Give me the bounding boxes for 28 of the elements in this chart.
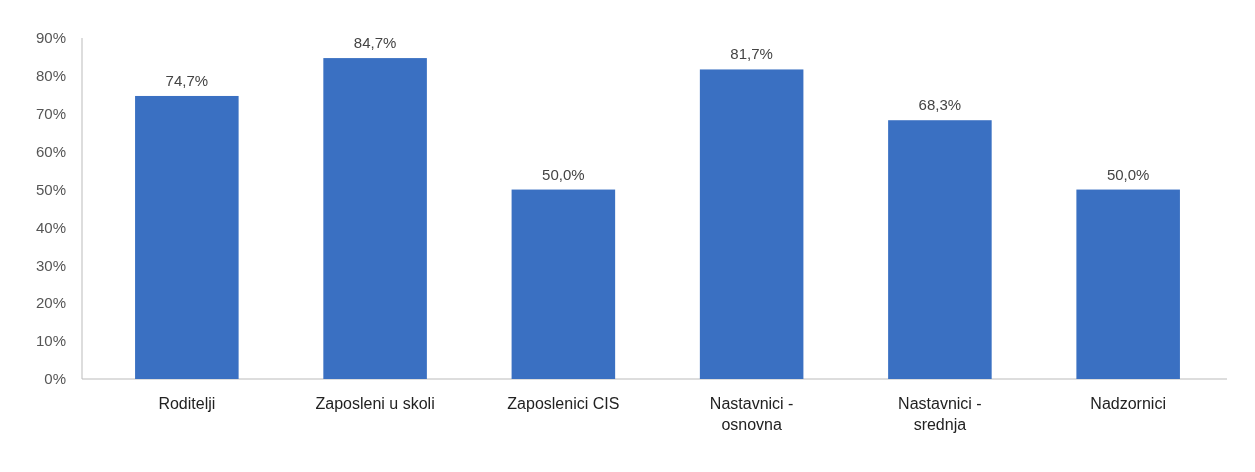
bar [323,58,427,379]
x-tick-label: Zaposleni u skoli [315,395,435,412]
bar [888,120,992,379]
y-tick-label: 80% [35,67,66,85]
y-tick-label: 20% [35,294,66,312]
bar [511,189,616,379]
data-label: 84,7% [353,34,397,52]
y-tick-label: 30% [35,256,66,274]
y-tick-label: 10% [35,332,66,350]
data-label: 74,7% [165,71,209,89]
y-tick-label: 40% [35,218,66,236]
y-tick-label: 60% [35,142,66,160]
bar [135,95,239,379]
bar [699,69,804,379]
data-label: 81,7% [730,45,773,63]
x-tick-label: Nastavnici - osnovna [709,395,794,433]
y-tick-label: 90% [35,29,66,47]
x-tick-label: Nastavnici - srednja [898,395,982,433]
y-tick-label: 50% [35,180,66,198]
x-tick-label: Nadzornici [1090,395,1166,412]
data-label: 50,0% [542,165,585,183]
data-label: 68,3% [918,96,962,114]
y-tick-label: 70% [35,105,66,123]
x-tick-label: Roditelji [158,395,216,412]
x-tick-label: Zaposlenici CIS [507,395,620,412]
bar [1076,189,1180,379]
y-tick-label: 0% [44,370,66,388]
data-label: 50,0% [1106,165,1150,183]
